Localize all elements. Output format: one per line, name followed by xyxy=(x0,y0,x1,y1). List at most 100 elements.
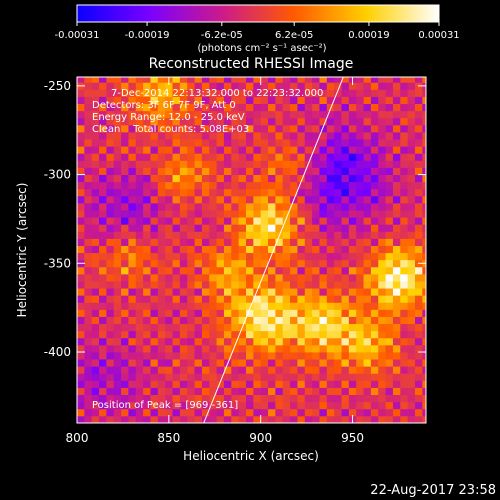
heatmap-cell xyxy=(223,295,232,303)
heatmap-cell xyxy=(356,401,364,410)
heatmap-cell xyxy=(268,238,276,246)
heatmap-cell xyxy=(268,167,276,175)
heatmap-cell xyxy=(209,117,217,126)
heatmap-cell xyxy=(392,132,401,140)
heatmap-cell xyxy=(422,174,426,183)
heatmap-cell xyxy=(223,302,232,310)
heatmap-cell xyxy=(341,139,350,147)
heatmap-cell xyxy=(268,181,276,190)
heatmap-cell xyxy=(245,188,254,197)
heatmap-cell xyxy=(260,281,269,289)
heatmap-cell xyxy=(319,359,328,367)
heatmap-cell xyxy=(201,231,210,239)
heatmap-cell xyxy=(201,202,210,211)
heatmap-cell xyxy=(128,238,137,246)
heatmap-cell xyxy=(348,174,357,183)
heatmap-cell xyxy=(407,288,416,296)
heatmap-cell xyxy=(407,217,416,225)
heatmap-cell xyxy=(143,110,151,119)
heatmap-cell xyxy=(143,139,151,147)
heatmap-cell xyxy=(392,273,401,282)
heatmap-cell xyxy=(150,153,159,161)
heatmap-cell xyxy=(326,266,335,275)
heatmap-cell xyxy=(282,132,291,140)
heatmap-cell xyxy=(216,309,225,317)
heatmap-cell xyxy=(282,380,291,388)
heatmap-cell xyxy=(378,259,386,268)
heatmap-cell xyxy=(77,195,85,204)
heatmap-cell xyxy=(209,273,217,282)
heatmap-cell xyxy=(392,245,401,254)
heatmap-cell xyxy=(99,238,107,246)
heatmap-cell xyxy=(106,167,115,175)
heatmap-cell xyxy=(238,408,247,417)
heatmap-cell xyxy=(290,167,298,175)
heatmap-cell xyxy=(157,373,166,381)
heatmap-cell xyxy=(106,217,115,225)
heatmap-cell xyxy=(275,89,284,97)
heatmap-cell xyxy=(260,103,269,112)
heatmap-cell xyxy=(179,139,188,147)
heatmap-cell xyxy=(414,316,423,325)
heatmap-cell xyxy=(334,238,342,246)
heatmap-cell xyxy=(113,316,122,325)
heatmap-cell xyxy=(201,295,210,303)
heatmap-cell xyxy=(297,401,306,410)
heatmap-cell xyxy=(99,110,107,119)
heatmap-cell xyxy=(385,415,394,423)
heatmap-cell xyxy=(370,373,379,381)
heatmap-cell xyxy=(216,224,225,232)
heatmap-cell xyxy=(290,408,298,417)
heatmap-cell xyxy=(260,302,269,310)
heatmap-cell xyxy=(385,89,394,97)
heatmap-cell xyxy=(187,380,195,388)
heatmap-cell xyxy=(370,110,379,119)
heatmap-cell xyxy=(414,231,423,239)
heatmap-cell xyxy=(143,245,151,254)
heatmap-cell xyxy=(297,210,306,218)
heatmap-cell xyxy=(370,330,379,339)
heatmap-cell xyxy=(187,359,195,367)
heatmap-cell xyxy=(268,359,276,367)
heatmap-cell xyxy=(187,195,195,204)
heatmap-cell xyxy=(121,266,129,275)
heatmap-cell xyxy=(414,401,423,410)
heatmap-cell xyxy=(231,181,240,190)
heatmap-cell xyxy=(304,188,313,197)
heatmap-cell xyxy=(253,373,262,381)
heatmap-cell xyxy=(216,302,225,310)
heatmap-cell xyxy=(84,330,93,339)
heatmap-cell xyxy=(400,252,409,261)
heatmap-cell xyxy=(238,174,247,183)
heatmap-cell xyxy=(194,195,203,204)
heatmap-cell xyxy=(363,117,372,126)
heatmap-cell xyxy=(304,316,313,325)
heatmap-cell xyxy=(135,330,144,339)
heatmap-cell xyxy=(172,160,181,168)
heatmap-cell xyxy=(238,281,247,289)
heatmap-cell xyxy=(334,231,342,239)
heatmap-cell xyxy=(165,366,173,374)
heatmap-cell xyxy=(275,181,284,190)
heatmap-cell xyxy=(356,77,364,83)
heatmap-cell xyxy=(326,96,335,105)
heatmap-cell xyxy=(422,238,426,246)
heatmap-cell xyxy=(370,224,379,232)
heatmap-cell xyxy=(319,210,328,218)
heatmap-cell xyxy=(348,89,357,97)
heatmap-cell xyxy=(422,110,426,119)
heatmap-cell xyxy=(370,238,379,246)
heatmap-cell xyxy=(304,344,313,353)
heatmap-cell xyxy=(260,132,269,140)
heatmap-cell xyxy=(326,295,335,303)
heatmap-cell xyxy=(128,110,137,119)
heatmap-cell xyxy=(165,359,173,367)
heatmap-cell xyxy=(414,266,423,275)
heatmap-cell xyxy=(165,89,173,97)
heatmap-cell xyxy=(223,252,232,261)
heatmap-cell xyxy=(297,380,306,388)
heatmap-cell xyxy=(216,295,225,303)
heatmap-cell xyxy=(121,352,129,360)
heatmap-cell xyxy=(392,373,401,381)
heatmap-cell xyxy=(121,224,129,232)
